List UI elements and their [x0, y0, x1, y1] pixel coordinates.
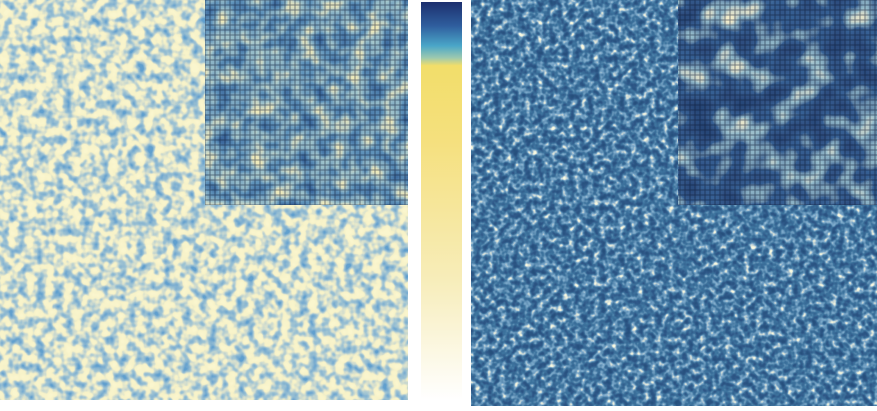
right-inset-grid: [678, 0, 877, 205]
colorbar: [421, 2, 462, 400]
left-inset-grid: [205, 0, 408, 205]
